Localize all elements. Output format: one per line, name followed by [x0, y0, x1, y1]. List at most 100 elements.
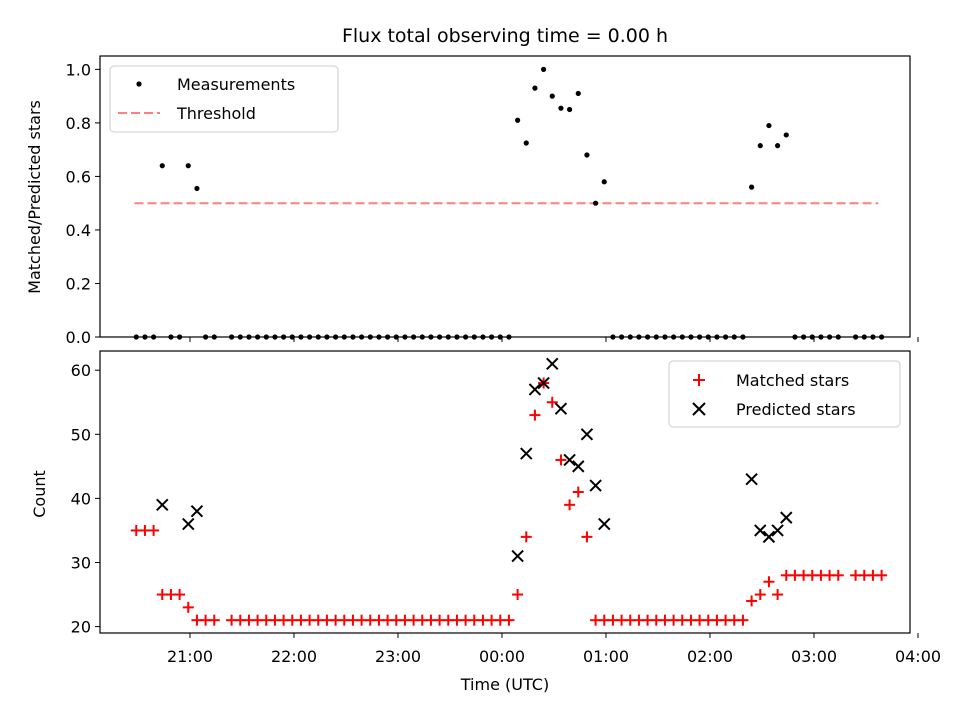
matched-star-point — [174, 589, 186, 601]
matched-star-point — [555, 454, 567, 466]
measurement-point — [775, 143, 781, 149]
measurement-point — [515, 117, 521, 123]
bottom-x-tick-label: 02:00 — [687, 647, 733, 666]
measurement-point — [757, 143, 763, 149]
legend-threshold-label: Threshold — [176, 104, 256, 123]
matched-star-point — [503, 614, 515, 626]
predicted-star-point — [528, 383, 542, 396]
predicted-star-point — [520, 447, 533, 460]
top-axes-frame — [99, 55, 911, 338]
predicted-star-point — [563, 453, 576, 467]
predicted-star-point — [780, 511, 793, 524]
legend-predicted-marker — [692, 402, 706, 416]
bottom-y-tick-label: 60 — [71, 361, 91, 380]
bottom-x-tick-label: 23:00 — [375, 647, 421, 666]
legend-matched-marker — [693, 374, 705, 386]
bottom-x-ticks: 21:00 22:00 23:00 00:00 01:00 02:00 03:00 04:00 — [167, 633, 941, 666]
top-y-tick-label: 0.6 — [66, 167, 91, 186]
predicted-star-point — [537, 376, 550, 390]
measurement-point — [532, 85, 538, 91]
top-legend-box — [109, 65, 339, 133]
measurement-point — [575, 90, 581, 97]
measurement-point — [549, 93, 555, 99]
bottom-x-tick-label: 04:00 — [895, 647, 941, 666]
top-panel: 0.0 0.2 0.4 0.6 0.8 1.0 Matched/Predicted sta… — [25, 55, 919, 347]
predicted-star-point — [572, 460, 585, 473]
legend-measurements-marker — [136, 81, 142, 87]
measurement-point — [185, 163, 191, 169]
measurement-point — [541, 66, 547, 72]
matched-star-point — [737, 614, 749, 626]
matched-star-point — [182, 601, 194, 613]
bottom-x-tick-label: 22:00 — [271, 647, 317, 666]
legend-measurements-label: Measurements — [177, 75, 295, 94]
matched-star-point — [754, 589, 766, 601]
bottom-panel: 20 30 40 50 60 21:00 22:00 23:00 00:00 01:00 02:0… — [30, 350, 941, 694]
bottom-legend: Matched stars Predicted stars — [668, 360, 901, 428]
top-legend: Measurements Threshold — [109, 65, 339, 133]
matched-stars-layer — [130, 377, 888, 626]
matched-star-point — [148, 524, 160, 536]
bottom-y-axis-title: Count — [30, 470, 49, 518]
top-y-tick-label: 0.8 — [66, 114, 91, 133]
measurement-point — [558, 105, 564, 111]
predicted-star-point — [546, 357, 559, 371]
bottom-x-tick-label: 00:00 — [479, 647, 525, 666]
matched-star-point — [512, 589, 524, 601]
predicted-star-point — [580, 428, 594, 441]
measurement-point — [593, 200, 599, 206]
matched-star-point — [208, 614, 220, 626]
bottom-y-tick-label: 50 — [71, 425, 91, 444]
bottom-legend-box — [668, 360, 901, 428]
legend-predicted-label: Predicted stars — [736, 400, 856, 419]
predicted-stars-layer — [156, 357, 793, 563]
bottom-y-tick-label: 40 — [71, 489, 91, 508]
top-y-tick-label: 0.2 — [66, 274, 91, 293]
predicted-star-point — [598, 517, 611, 531]
matched-star-point — [546, 396, 558, 408]
matched-star-point — [520, 531, 532, 543]
predicted-star-point — [511, 549, 524, 563]
top-y-ticks: 0.0 0.2 0.4 0.6 0.8 1.0 — [66, 60, 100, 347]
predicted-star-point — [589, 479, 602, 492]
x-axis-title: Time (UTC) — [460, 675, 549, 694]
matched-star-point — [876, 569, 888, 581]
measurement-point — [783, 132, 789, 138]
measurement-point — [567, 106, 573, 113]
predicted-star-point — [754, 524, 767, 537]
predicted-star-point — [156, 498, 169, 512]
matched-star-point — [581, 531, 593, 543]
measurement-point — [194, 185, 200, 192]
matched-star-point — [529, 409, 541, 421]
measurement-point — [523, 140, 529, 146]
measurement-point — [159, 163, 165, 169]
matched-star-point — [572, 486, 584, 498]
matched-star-point — [832, 569, 844, 581]
top-y-tick-label: 0.0 — [66, 328, 91, 347]
predicted-star-point — [745, 472, 758, 486]
predicted-star-point — [182, 517, 195, 531]
predicted-star-point — [554, 402, 568, 415]
measurement-point — [749, 184, 755, 190]
measurement-point — [584, 152, 590, 158]
bottom-y-tick-label: 20 — [71, 618, 91, 637]
matched-star-point — [763, 576, 775, 588]
matched-star-point — [772, 589, 784, 601]
bottom-x-tick-label: 21:00 — [167, 647, 213, 666]
legend-matched-label: Matched stars — [736, 371, 849, 390]
bottom-y-tick-label: 30 — [71, 554, 91, 573]
top-y-axis-title: Matched/Predicted stars — [25, 100, 44, 294]
figure-title: Flux total observing time = 0.00 h — [342, 25, 668, 47]
top-y-tick-label: 1.0 — [66, 60, 91, 79]
measurement-point — [766, 122, 772, 129]
top-x-ticks — [189, 337, 919, 342]
predicted-star-point — [190, 505, 204, 518]
predicted-star-point — [771, 524, 784, 537]
matched-star-point — [746, 595, 758, 607]
bottom-x-tick-label: 01:00 — [583, 647, 629, 666]
top-y-tick-label: 0.4 — [66, 221, 91, 240]
predicted-star-point — [762, 530, 776, 544]
measurement-point — [601, 179, 607, 185]
bottom-axes-frame — [99, 350, 911, 634]
